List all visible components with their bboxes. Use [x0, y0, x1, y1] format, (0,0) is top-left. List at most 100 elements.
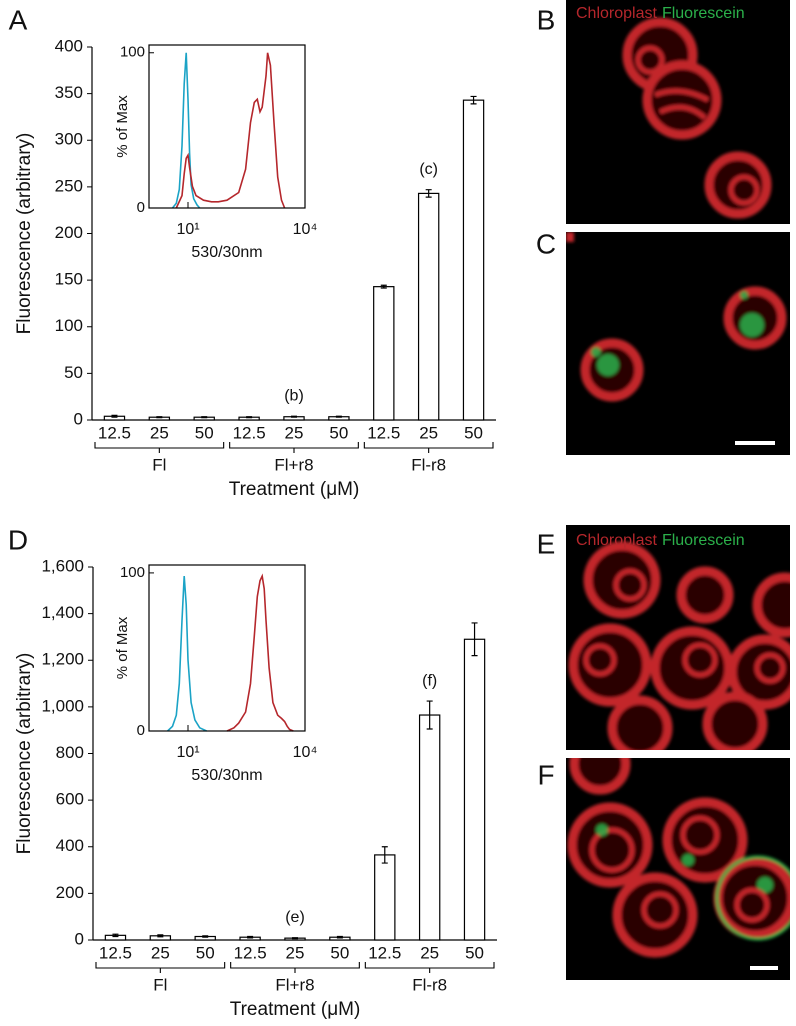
y-tick-label: 1,000 [41, 696, 84, 715]
bar [462, 99, 485, 421]
error-bar [202, 935, 209, 938]
x-tick-label: 25 [150, 423, 169, 442]
y-tick-label: 0 [75, 929, 84, 948]
x-tick-label: 25 [286, 943, 305, 962]
panel-label: A [9, 4, 28, 35]
channel-name: Fluorescein [662, 5, 745, 22]
y-tick-label: 1,200 [41, 650, 84, 669]
micrograph-b [566, 0, 790, 224]
x-tick-label: 12.5 [367, 423, 400, 442]
inset-y-label: % of Max [114, 95, 131, 158]
error-bar [380, 284, 387, 289]
group-label: Fl+r8 [274, 455, 313, 474]
error-bar [471, 622, 478, 657]
inset-y-label: % of Max [114, 616, 131, 679]
inset-x-tick-label: 10¹ [176, 744, 199, 761]
micrograph-c [566, 232, 790, 455]
error-bar [157, 934, 164, 938]
group-bracket [229, 442, 359, 453]
channel-legend: Chloroplast Fluorescein [576, 5, 745, 22]
group-bracket [95, 962, 226, 973]
flow-histogram-line [226, 573, 294, 732]
error-bar [201, 416, 208, 419]
y-tick-label: 1,400 [41, 603, 84, 622]
error-bar [156, 416, 163, 419]
x-axis-label: Treatment (μM) [230, 999, 361, 1020]
y-tick-label: 100 [55, 316, 83, 335]
x-tick-label: 50 [465, 943, 484, 962]
inset-y-tick-label: 0 [137, 722, 145, 739]
channel-legend: Chloroplast Fluorescein [576, 532, 745, 549]
error-bar [291, 415, 297, 418]
y-tick-label: 800 [56, 743, 84, 762]
inset-x-tick-label: 10¹ [176, 221, 199, 238]
channel-name: Fluorescein [662, 532, 745, 549]
x-tick-label: 50 [464, 423, 483, 442]
y-tick-label: 600 [56, 790, 84, 809]
flow-histogram-line [167, 576, 207, 732]
panel-label: D [8, 524, 28, 555]
y-tick-label: 200 [56, 883, 84, 902]
y-tick-label: 300 [55, 130, 83, 149]
bar [463, 638, 486, 941]
error-bar [112, 933, 119, 938]
error-bar [336, 935, 343, 939]
panel-label: C [536, 228, 556, 259]
flow-histogram-line [175, 52, 286, 209]
bar-annotation: (b) [284, 387, 304, 404]
group-bracket [230, 962, 360, 973]
inset-frame [148, 44, 306, 209]
error-bar [426, 700, 433, 730]
error-bar [111, 414, 118, 418]
error-bar [335, 415, 342, 418]
x-tick-label: 12.5 [234, 943, 267, 962]
x-tick-label: 25 [419, 423, 438, 442]
group-bracket [364, 962, 495, 973]
inset-x-tick-label: 10⁴ [293, 744, 318, 761]
error-bar [425, 189, 432, 198]
y-tick-label: 150 [55, 270, 83, 289]
panel-label: B [537, 4, 556, 35]
bar [374, 854, 396, 941]
x-tick-label: 12.5 [233, 423, 266, 442]
x-tick-label: 50 [329, 423, 348, 442]
y-tick-label: 250 [55, 176, 83, 195]
error-bar [470, 95, 477, 105]
group-bracket [363, 442, 494, 453]
bar [418, 714, 441, 941]
inset-y-tick-label: 0 [137, 199, 145, 216]
error-bar [292, 937, 298, 940]
micrograph-f [566, 758, 790, 980]
bar [373, 286, 395, 421]
y-tick-label: 1,600 [41, 556, 84, 575]
x-tick-label: 12.5 [368, 943, 401, 962]
y-tick-label: 400 [56, 836, 84, 855]
x-tick-label: 25 [420, 943, 439, 962]
bar [417, 192, 440, 421]
group-bracket [94, 442, 225, 453]
x-tick-label: 50 [196, 943, 215, 962]
group-label: Fl [152, 455, 166, 474]
y-tick-label: 0 [74, 409, 83, 428]
bar-annotation: (e) [285, 909, 305, 926]
error-bar [247, 935, 254, 939]
x-tick-label: 50 [195, 423, 214, 442]
panel-label: E [537, 528, 556, 559]
group-label: Fl [153, 975, 167, 994]
y-axis-label: Fluorescence (arbitrary) [14, 133, 35, 335]
x-tick-label: 12.5 [98, 423, 131, 442]
error-bar [381, 846, 388, 864]
x-tick-label: 25 [285, 423, 304, 442]
inset-frame [148, 564, 306, 732]
channel-name: Chloroplast [576, 532, 657, 549]
micrograph-e [566, 525, 790, 750]
bar-annotation: (c) [419, 161, 438, 178]
x-axis-label: Treatment (μM) [229, 479, 360, 500]
inset-y-tick-label: 100 [120, 44, 145, 61]
error-bar [246, 416, 253, 419]
panel-label: F [537, 759, 554, 790]
y-tick-label: 400 [55, 36, 83, 55]
y-axis-label: Fluorescence (arbitrary) [14, 653, 35, 855]
x-tick-label: 25 [151, 943, 170, 962]
